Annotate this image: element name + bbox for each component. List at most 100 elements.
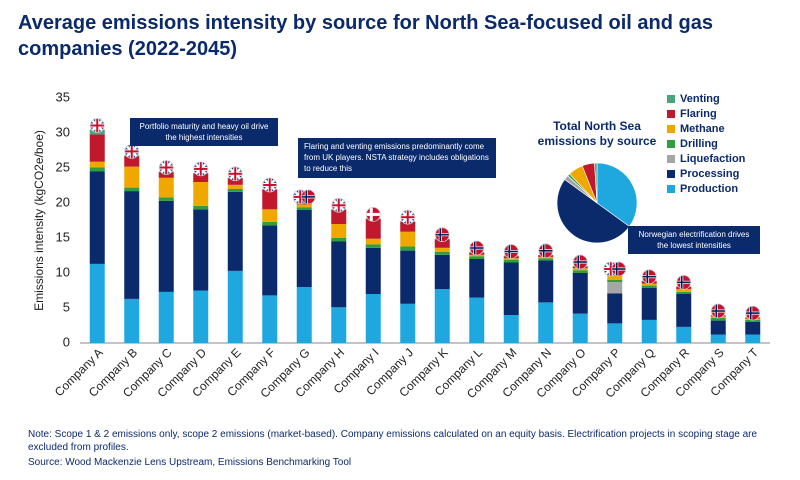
- bar-segment: [676, 291, 692, 294]
- bar-segment: [400, 246, 416, 251]
- flag-icon: [469, 240, 485, 256]
- flag-cross: [538, 250, 553, 252]
- flag-cross: [642, 275, 657, 278]
- flag-body: [90, 118, 105, 133]
- flag-cross: [504, 250, 519, 253]
- flag-body: [124, 144, 139, 159]
- bar-segment: [158, 291, 174, 343]
- bar-segment: [710, 317, 726, 321]
- bar-segment: [400, 231, 416, 247]
- y-tick-label: 15: [56, 229, 70, 244]
- flag-ring: [710, 303, 726, 319]
- flag-body: [435, 227, 450, 242]
- bar-segment: [331, 238, 347, 242]
- bar-segment: [503, 315, 519, 343]
- pie-title-line: Total North Sea: [553, 119, 641, 133]
- legend-label: Production: [680, 183, 738, 195]
- flag-ring: [365, 206, 381, 222]
- flag-body: [301, 189, 316, 204]
- bar-segment: [296, 204, 312, 208]
- legend-label: Methane: [680, 123, 725, 135]
- y-tick-label: 20: [56, 194, 70, 209]
- flag-cross: [262, 184, 277, 186]
- flag-ring: [262, 177, 278, 193]
- flag-cross: [193, 167, 208, 170]
- flag-ring: [331, 197, 347, 213]
- flag-icon: [262, 177, 278, 193]
- flag-cross: [711, 310, 726, 312]
- bar-segment: [262, 189, 278, 210]
- flag-cross: [435, 233, 450, 236]
- pie-title-line: emissions by source: [538, 134, 657, 148]
- bar-segment: [296, 210, 312, 287]
- legend-label: Flaring: [680, 108, 717, 120]
- bar-segment: [331, 241, 347, 308]
- bar-segment: [710, 320, 726, 335]
- bar-segment: [158, 200, 174, 292]
- annotation: Portfolio maturity and heavy oil drive t…: [130, 118, 278, 146]
- bar-segment: [745, 322, 761, 335]
- flag-body: [366, 207, 381, 222]
- y-tick-label: 35: [56, 89, 70, 104]
- bar-segment: [158, 172, 174, 178]
- bar-segment: [124, 166, 140, 188]
- bar-segment: [89, 263, 105, 343]
- bar-segment: [434, 247, 450, 252]
- bar-segment: [572, 313, 588, 343]
- bar-segment: [503, 258, 519, 260]
- flag-cross: [293, 195, 308, 198]
- legend-swatch: [667, 140, 675, 148]
- legend-swatch: [667, 155, 675, 163]
- bar-segment: [434, 239, 450, 248]
- bar-segment: [745, 319, 761, 322]
- bar-segment: [400, 250, 416, 304]
- bar-segment: [227, 189, 243, 192]
- bar-segment: [365, 219, 381, 239]
- annotation: Norwegian electrification drives the low…: [628, 226, 760, 254]
- bar-segment: [538, 302, 554, 343]
- flag-icon: [300, 189, 316, 205]
- flag-body: [159, 160, 174, 175]
- legend-label: Drilling: [680, 138, 718, 150]
- flag-body: [676, 275, 691, 290]
- bar-segment: [296, 207, 312, 210]
- bar-segment: [262, 225, 278, 296]
- pie-slice: [596, 162, 638, 227]
- bar-segment: [331, 210, 347, 224]
- legend-swatch: [667, 95, 675, 103]
- bar-segment: [262, 295, 278, 343]
- bar-segment: [572, 270, 588, 273]
- bar-segment: [607, 293, 623, 324]
- flag-icon: [710, 303, 726, 319]
- bar-segment: [124, 298, 140, 343]
- flag-ring: [193, 161, 209, 177]
- flag-body: [469, 241, 484, 255]
- flag-cross: [228, 172, 243, 175]
- bar-segment: [710, 334, 726, 343]
- bar-segment: [607, 323, 623, 343]
- flag-ring: [641, 269, 657, 285]
- legend-label: Liquefaction: [680, 153, 746, 165]
- flag-icon: [124, 143, 140, 159]
- bar-segment: [89, 161, 105, 168]
- pie-title: Total North Sea emissions by source: [538, 119, 657, 148]
- flag-icon: [503, 244, 519, 259]
- flag-ring: [611, 261, 627, 277]
- flag-cross: [469, 247, 484, 249]
- flag-cross: [124, 150, 139, 153]
- bar-segment: [89, 171, 105, 264]
- bar-segment: [124, 156, 140, 167]
- bar-segment: [434, 252, 450, 255]
- pie-slice: [556, 179, 630, 244]
- flag-body: [228, 166, 243, 181]
- bar-segment: [641, 283, 657, 286]
- flag-icon: [400, 209, 416, 225]
- y-tick-label: 5: [63, 299, 70, 314]
- bar-segment: [227, 178, 243, 185]
- bar-segment: [641, 319, 657, 343]
- flag-ring: [227, 166, 243, 182]
- legend-label: Venting: [680, 93, 720, 105]
- bar-segment: [158, 177, 174, 198]
- bar-segment: [469, 297, 485, 343]
